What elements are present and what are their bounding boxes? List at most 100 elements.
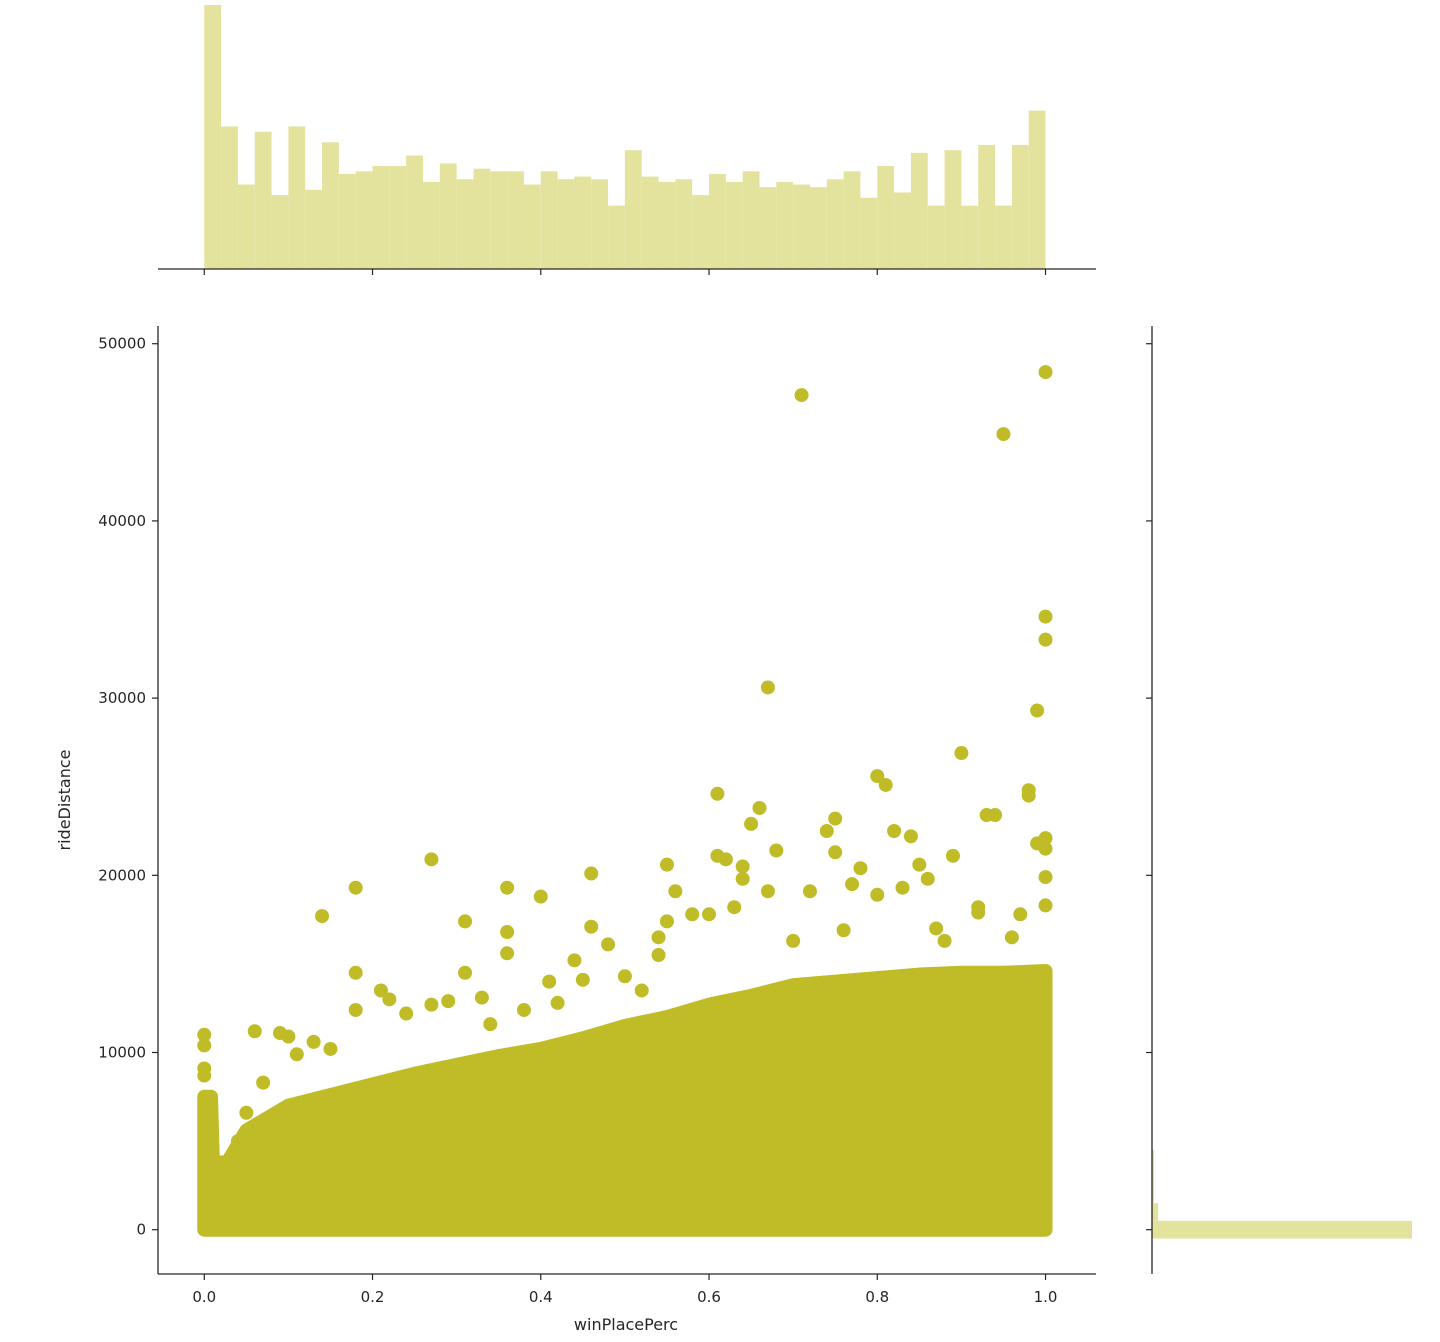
y-tick-label: 10000 bbox=[98, 1044, 146, 1062]
hist-x-bar bbox=[338, 173, 356, 269]
hist-x-bar bbox=[237, 184, 255, 269]
scatter-point bbox=[786, 933, 801, 948]
scatter-point bbox=[1021, 783, 1036, 798]
scatter-point bbox=[718, 852, 733, 867]
scatter-point bbox=[601, 937, 616, 952]
scatter-point bbox=[1038, 632, 1053, 647]
scatter-point bbox=[929, 921, 944, 936]
scatter-point bbox=[760, 680, 775, 695]
scatter-point bbox=[727, 900, 742, 915]
hist-y-bar bbox=[1152, 1149, 1154, 1168]
hist-x-bar bbox=[759, 187, 777, 269]
hist-x-bar bbox=[574, 176, 592, 269]
hist-x-bar bbox=[254, 131, 272, 269]
scatter-point bbox=[575, 972, 590, 987]
scatter-point bbox=[828, 811, 843, 826]
scatter-point bbox=[382, 992, 397, 1007]
y-tick-label: 20000 bbox=[98, 866, 146, 884]
scatter-point bbox=[348, 965, 363, 980]
scatter-point bbox=[735, 859, 750, 874]
scatter-point bbox=[424, 997, 439, 1012]
marginal-y-histogram bbox=[1152, 1149, 1412, 1239]
dense-band-area bbox=[197, 963, 1053, 1237]
scatter-point bbox=[903, 829, 918, 844]
scatter-point bbox=[651, 930, 666, 945]
scatter-point bbox=[1038, 898, 1053, 913]
scatter-point bbox=[769, 843, 784, 858]
scatter-point bbox=[920, 871, 935, 886]
scatter-point bbox=[474, 990, 489, 1005]
hist-x-bar bbox=[422, 181, 440, 269]
scatter-point bbox=[500, 946, 515, 961]
hist-x-bar bbox=[877, 166, 895, 269]
scatter-point bbox=[945, 848, 960, 863]
scatter-point bbox=[794, 388, 809, 403]
scatter-point bbox=[1013, 907, 1028, 922]
scatter-point bbox=[483, 1017, 498, 1032]
hist-x-bar bbox=[1028, 110, 1046, 269]
scatter-point bbox=[870, 769, 885, 784]
joint-scatter-axes bbox=[197, 365, 1053, 1237]
hist-x-bar bbox=[305, 189, 323, 269]
scatter-point bbox=[828, 845, 843, 860]
scatter-point bbox=[256, 1075, 271, 1090]
scatter-point bbox=[870, 887, 885, 902]
scatter-point bbox=[735, 871, 750, 886]
hist-x-bar bbox=[608, 205, 625, 269]
scatter-point bbox=[912, 857, 927, 872]
scatter-point bbox=[306, 1034, 321, 1049]
scatter-point bbox=[197, 1027, 212, 1042]
x-tick-label: 0.8 bbox=[865, 1288, 889, 1306]
hist-x-bar bbox=[709, 173, 726, 269]
scatter-point bbox=[239, 1105, 254, 1120]
scatter-point bbox=[895, 880, 910, 895]
hist-x-bar bbox=[439, 163, 457, 269]
hist-x-bar bbox=[978, 144, 996, 269]
scatter-point bbox=[289, 1047, 304, 1062]
y-tick-label: 30000 bbox=[98, 689, 146, 707]
scatter-point bbox=[399, 1006, 414, 1021]
hist-x-bar bbox=[793, 184, 810, 269]
hist-x-bar bbox=[204, 5, 222, 269]
hist-x-bar bbox=[910, 152, 928, 269]
scatter-point bbox=[323, 1041, 338, 1056]
scatter-point bbox=[230, 1134, 245, 1149]
scatter-point bbox=[424, 852, 439, 867]
hist-x-bar bbox=[894, 192, 911, 269]
scatter-point bbox=[634, 983, 649, 998]
scatter-point bbox=[853, 861, 868, 876]
scatter-point bbox=[458, 914, 473, 929]
scatter-point bbox=[1038, 365, 1053, 380]
scatter-point bbox=[550, 995, 565, 1010]
scatter-point bbox=[348, 1002, 363, 1017]
axes-decorations: 0.0 0.2 0.4 0.6 0.8 1.0 0 10000 20000 30000 40000 5… bbox=[98, 268, 1153, 1306]
hist-x-bar bbox=[927, 205, 945, 269]
hist-x-bar bbox=[456, 179, 474, 269]
hist-x-bar bbox=[507, 171, 524, 269]
scatter-point bbox=[542, 974, 557, 989]
scatter-point bbox=[1038, 831, 1053, 846]
hist-x-bar bbox=[1011, 144, 1029, 269]
hist-x-bar bbox=[692, 195, 710, 269]
hist-x-bar bbox=[355, 171, 373, 269]
scatter-point bbox=[500, 880, 515, 895]
x-tick-label: 0.4 bbox=[529, 1288, 553, 1306]
scatter-point bbox=[373, 983, 388, 998]
hist-x-bar bbox=[776, 181, 794, 269]
x-tick-label: 0.0 bbox=[192, 1288, 216, 1306]
hist-x-bar bbox=[658, 181, 676, 269]
hist-x-bar bbox=[271, 195, 289, 269]
x-tick-label: 0.2 bbox=[361, 1288, 385, 1306]
scatter-point bbox=[500, 925, 515, 940]
hist-x-bar bbox=[557, 179, 575, 269]
scatter-point bbox=[659, 857, 674, 872]
scatter-point bbox=[819, 824, 834, 839]
scatter-point bbox=[584, 866, 599, 881]
y-tick-label: 50000 bbox=[98, 335, 146, 353]
x-tick-label: 1.0 bbox=[1034, 1288, 1058, 1306]
scatter-point bbox=[1004, 930, 1019, 945]
scatter-point bbox=[744, 816, 759, 831]
scatter-points bbox=[197, 365, 1053, 1170]
scatter-point bbox=[954, 746, 969, 761]
hist-x-bar bbox=[221, 126, 238, 269]
